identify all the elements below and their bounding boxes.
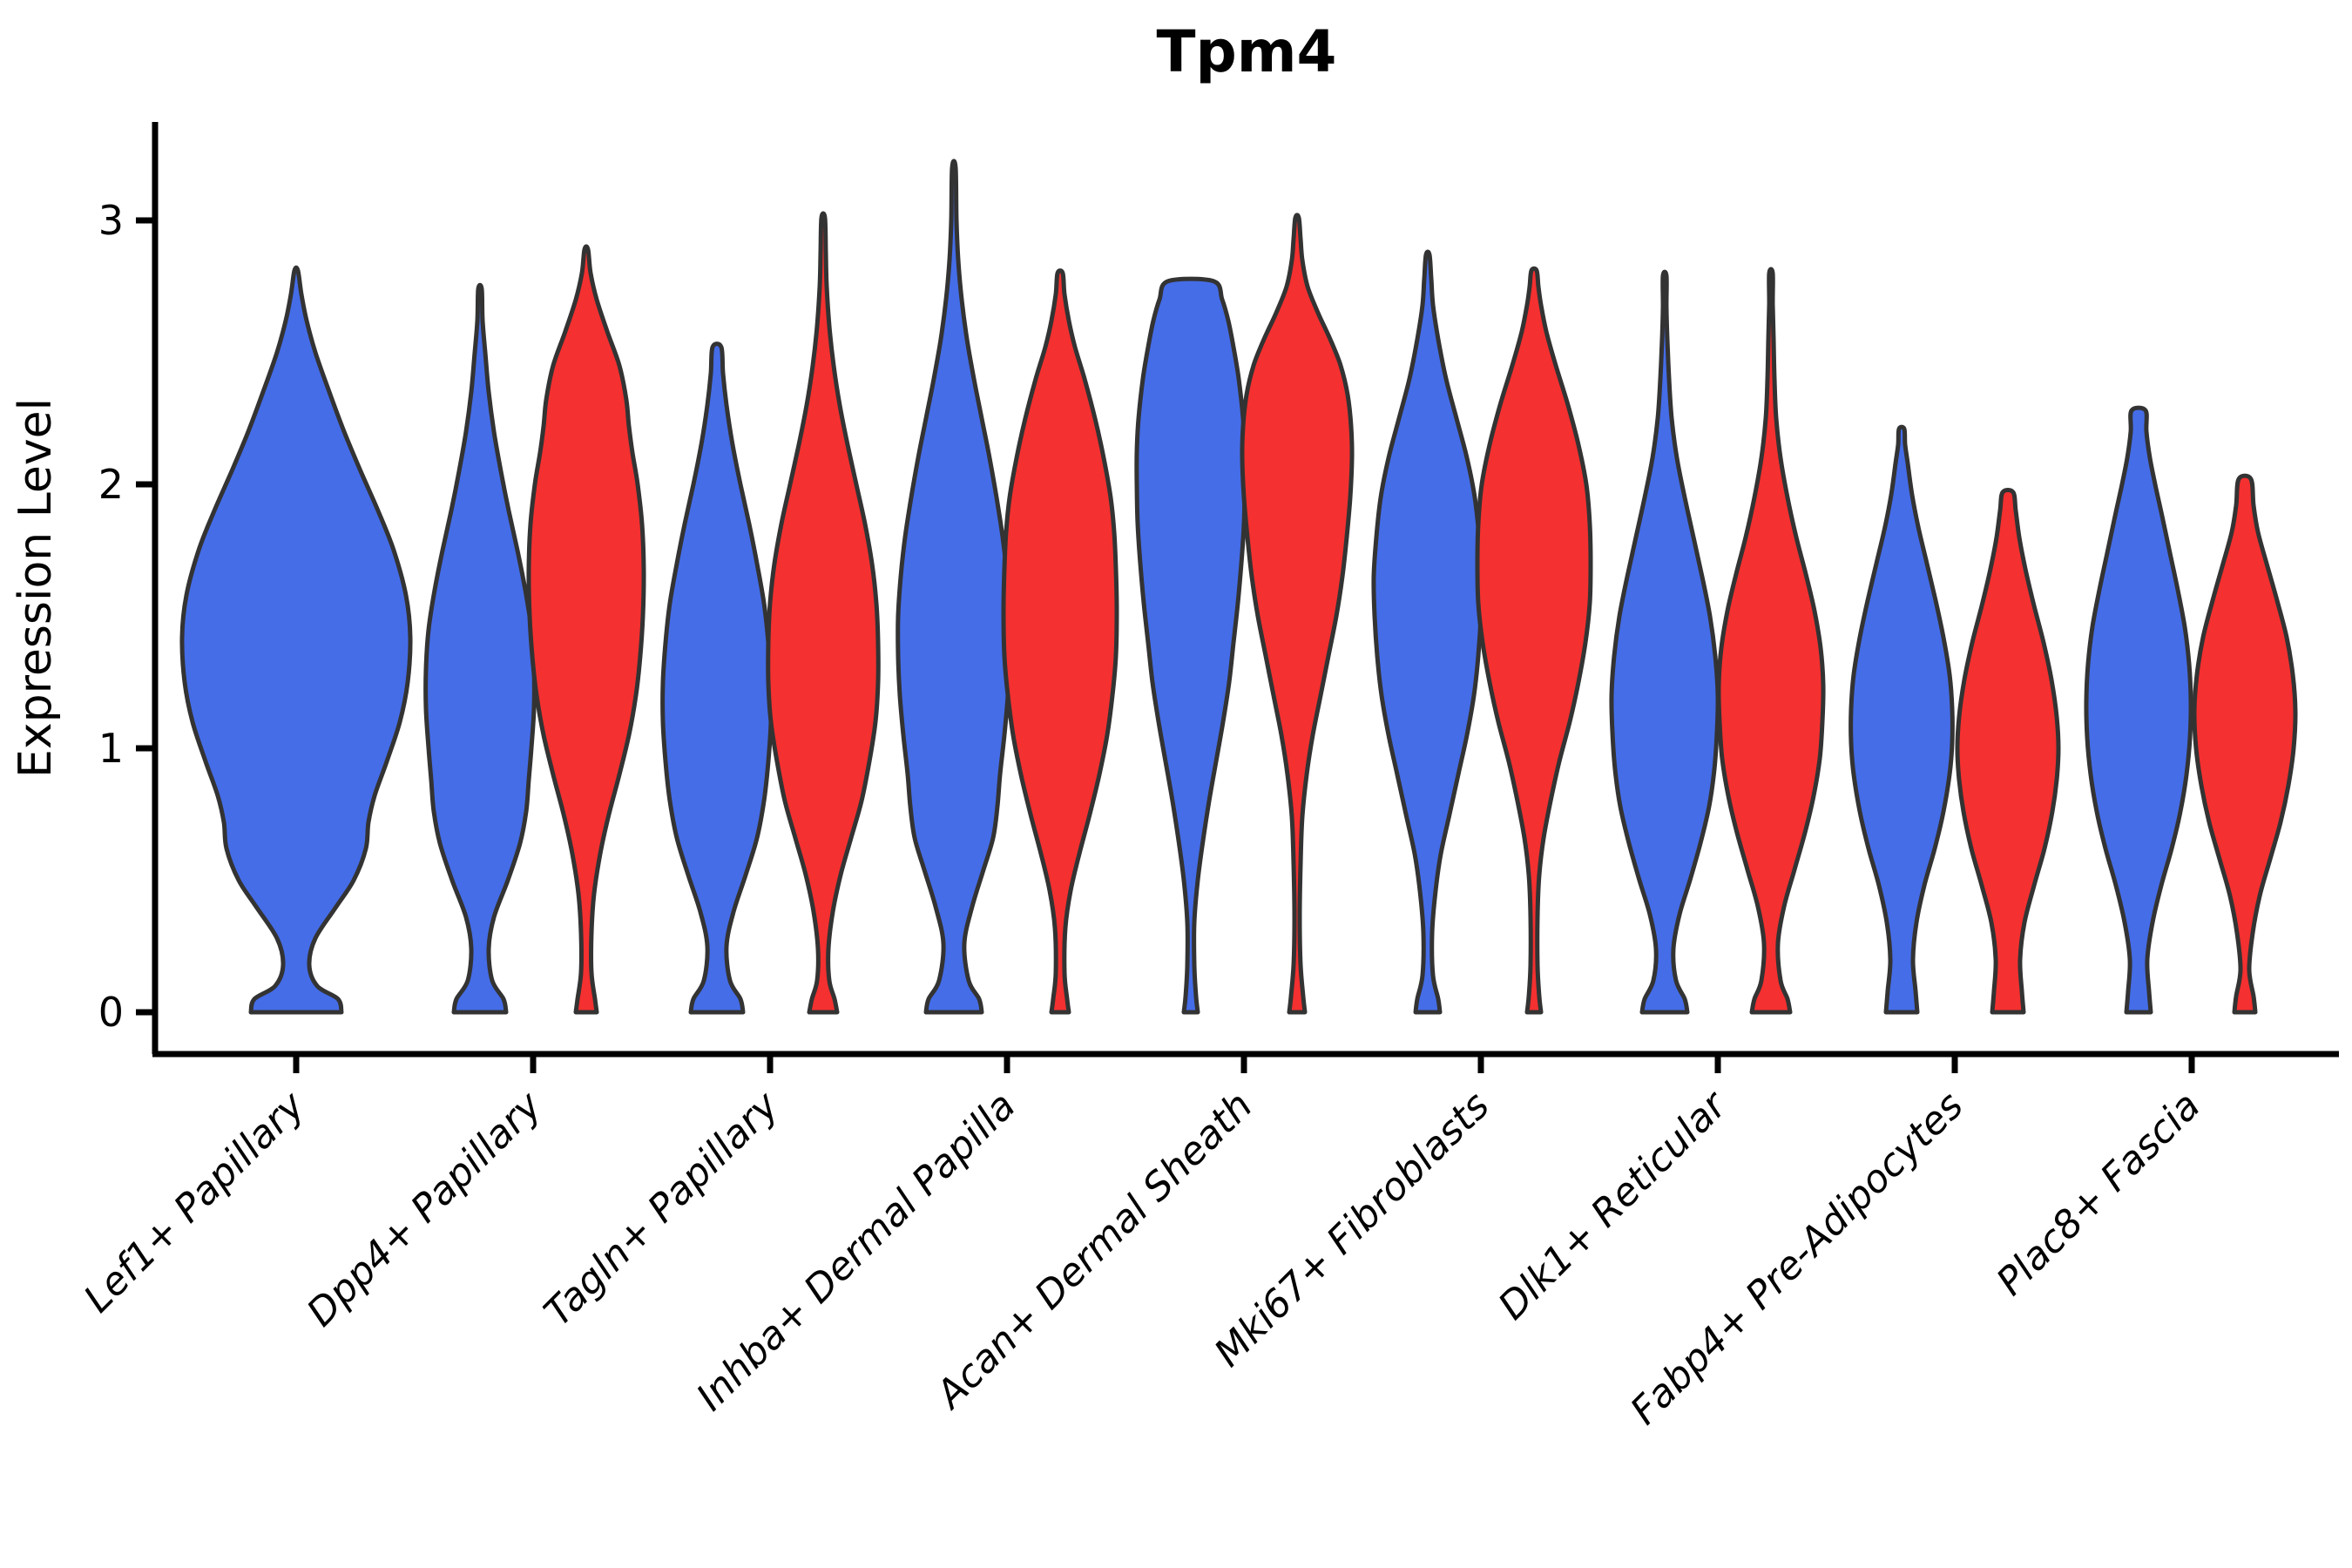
y-tick-label: 3 — [98, 197, 124, 244]
violins-layer — [179, 159, 2298, 1015]
y-tick-label: 2 — [98, 461, 124, 508]
violin-dpp4-papillary-red — [526, 244, 646, 1015]
x-tick-label: Mki67+ Fibroblasts — [1206, 1084, 1497, 1375]
violin-dlk1-reticular-red — [1716, 267, 1826, 1015]
y-tick-label: 0 — [98, 989, 124, 1036]
chart-title: Tpm4 — [1157, 18, 1337, 85]
x-tick-label: Dlk1+ Reticular — [1490, 1082, 1736, 1328]
x-tick-label: Tagln+ Papillary — [536, 1083, 787, 1335]
violin-inhba-dermal-papilla-blue — [896, 159, 1012, 1015]
violin-dpp4-papillary-blue — [423, 282, 537, 1015]
violin-dlk1-reticular-blue — [1609, 269, 1720, 1015]
violin-plac8-fascia-blue — [2084, 405, 2193, 1015]
violin-acan-dermal-sheath-red — [1240, 213, 1355, 1015]
x-tick-label: Dpp4+ Papillary — [299, 1083, 551, 1335]
violin-mki67-fibroblasts-red — [1475, 266, 1593, 1015]
violin-fabp4-pre-adipocytes-red — [1955, 487, 2061, 1015]
violin-tagln-papillary-red — [766, 211, 881, 1015]
x-tick-label: Plac8+ Fascia — [1988, 1084, 2208, 1304]
y-axis-label: Expression Level — [10, 398, 62, 778]
violin-fabp4-pre-adipocytes-blue — [1848, 424, 1955, 1015]
violin-acan-dermal-sheath-blue — [1134, 276, 1247, 1015]
violin-inhba-dermal-papilla-red — [1001, 268, 1119, 1015]
violin-mki67-fibroblasts-blue — [1371, 249, 1484, 1015]
violin-plac8-fascia-red — [2192, 473, 2298, 1015]
violin-lef1-papillary-blue — [179, 265, 413, 1015]
x-tick-label: Lef1+ Papillary — [76, 1083, 314, 1321]
violin-tagln-papillary-blue — [660, 341, 774, 1015]
y-tick-label: 1 — [98, 725, 124, 772]
